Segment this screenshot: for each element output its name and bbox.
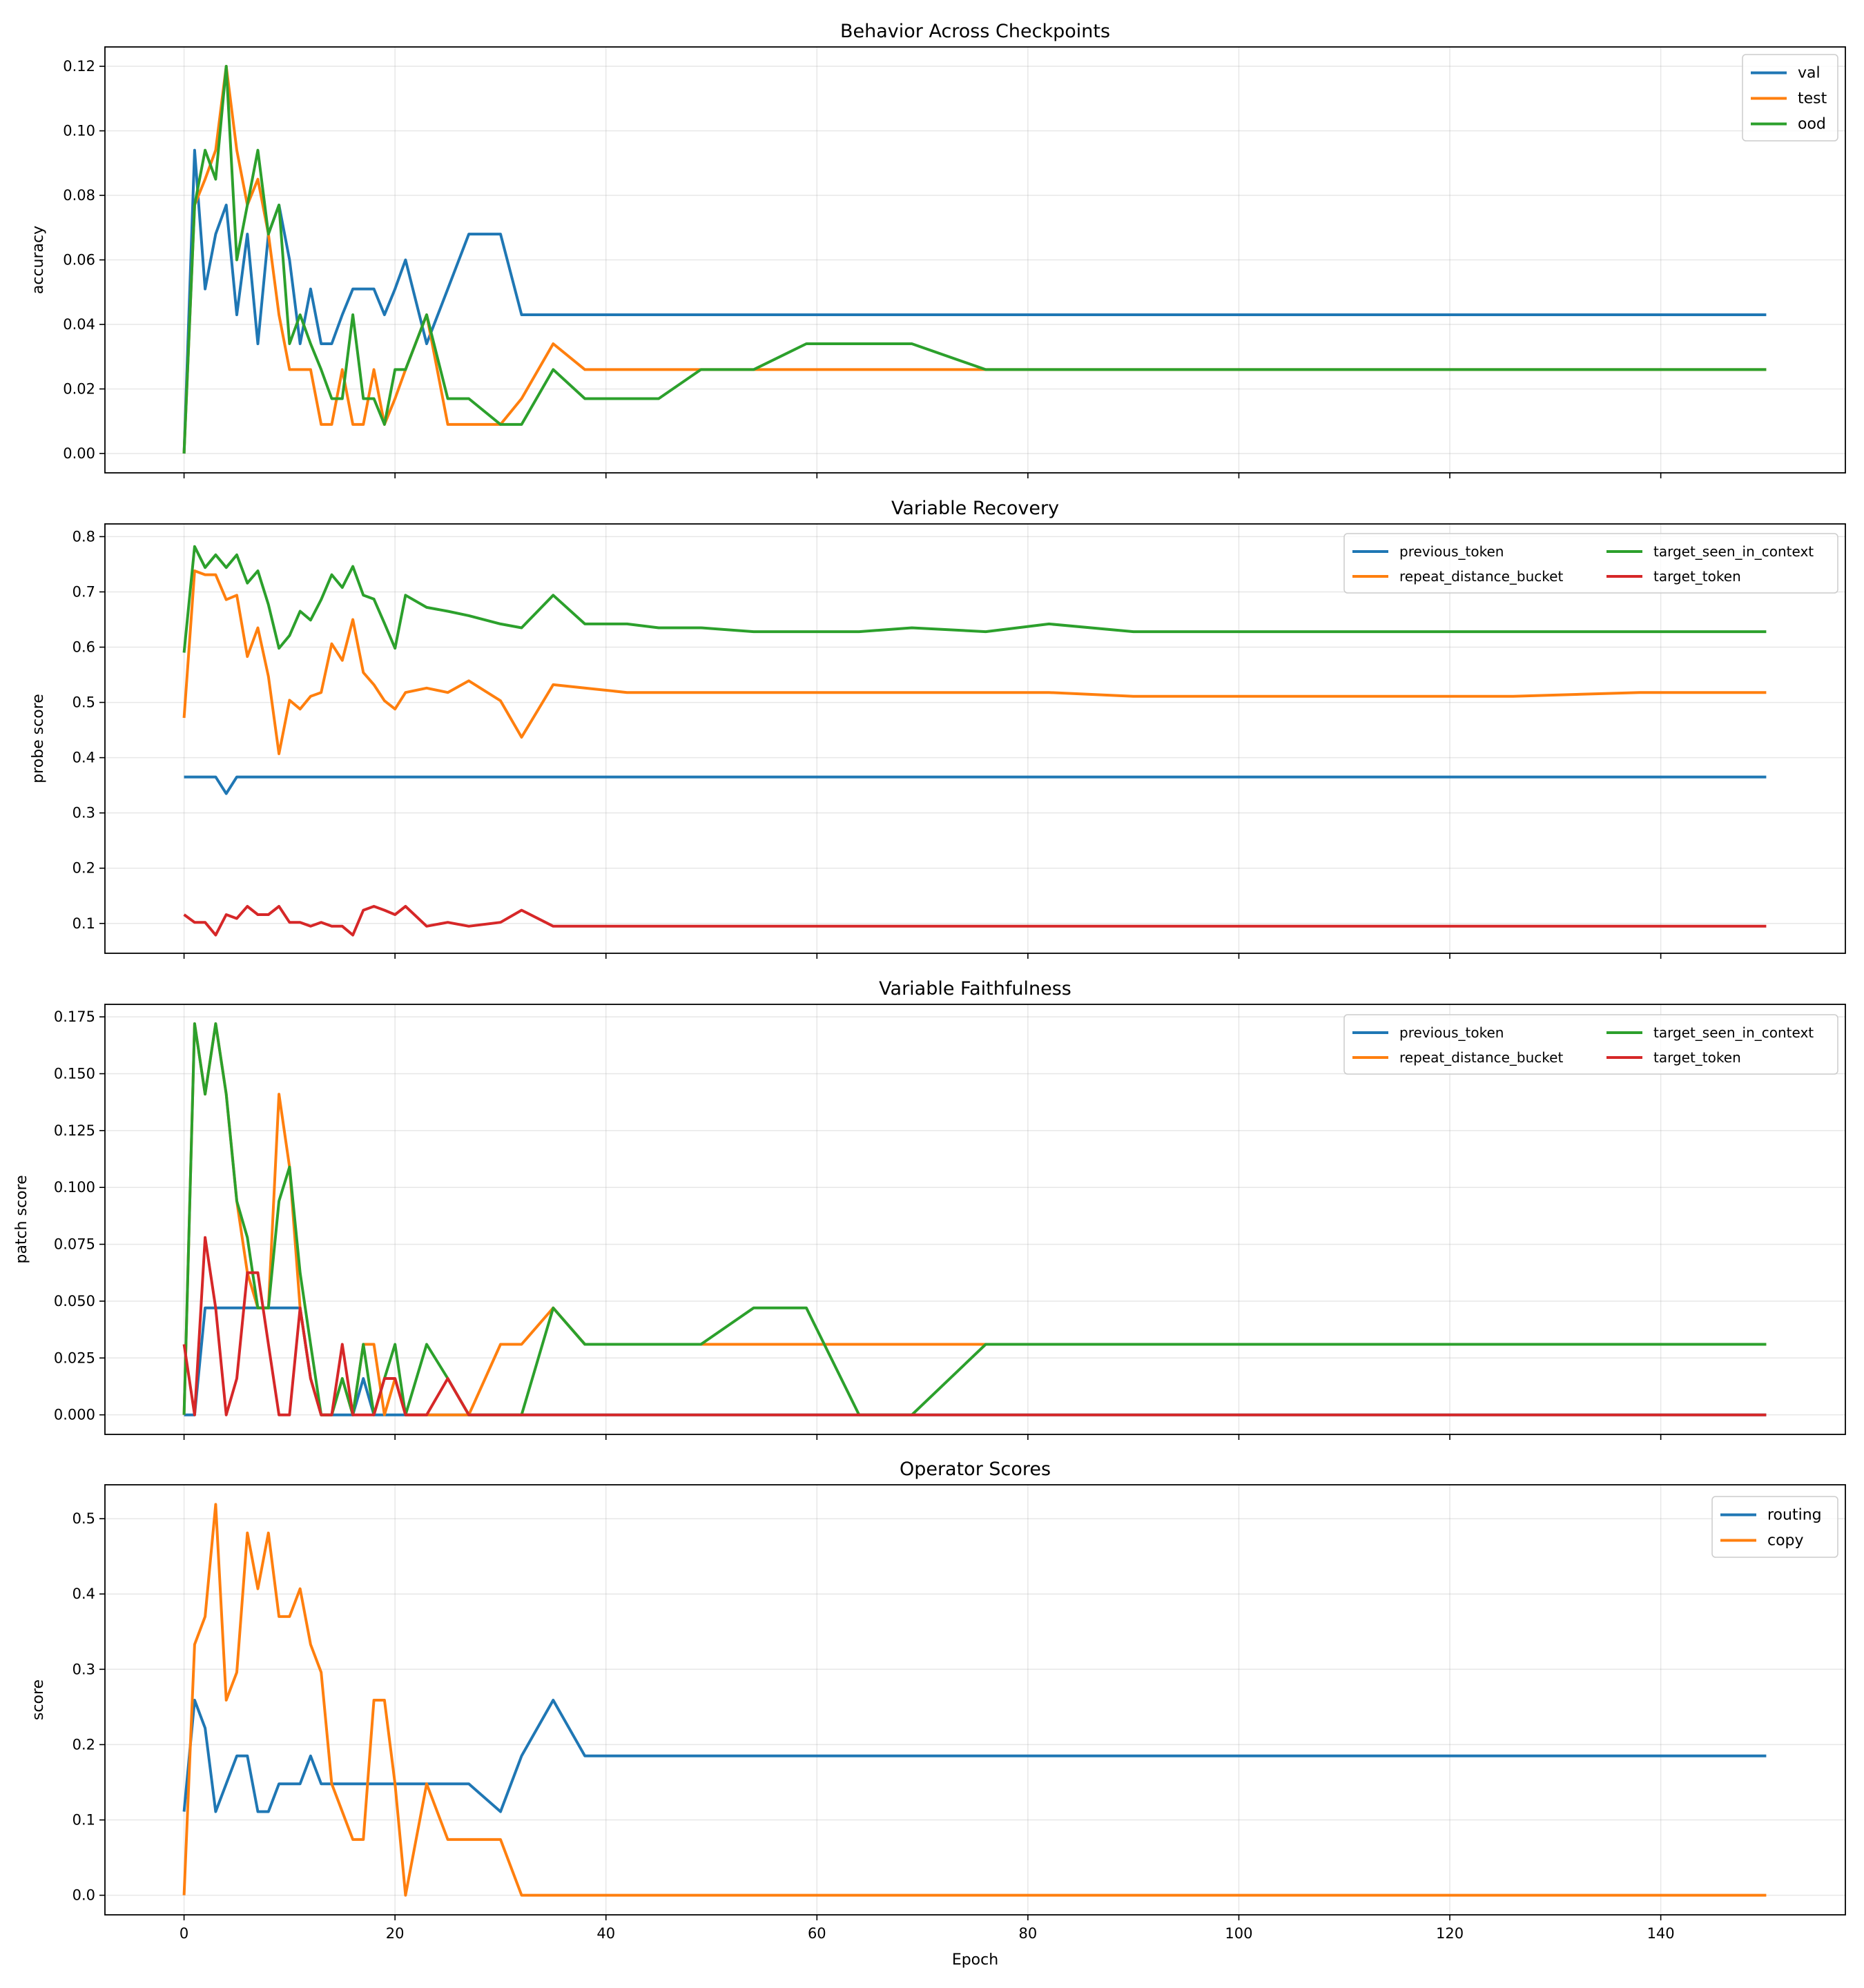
y-tick-label: 0.10: [63, 123, 95, 139]
axes-frame: [104, 523, 1846, 954]
legend-label: target_token: [1653, 1049, 1741, 1066]
y-tick-label: 0.025: [54, 1349, 95, 1366]
legend-label: val: [1798, 65, 1821, 82]
legend-item: target_seen_in_context: [1606, 1024, 1814, 1041]
series-line-target-seen-in-context: [182, 1022, 1767, 1416]
legend-label: previous_token: [1399, 543, 1504, 560]
panel-1: 0.1 0.2 0.3 0.4 0.5 0.6 0.7 0.8 Variable Recover…: [30, 498, 1846, 959]
y-tick-label: 0.1: [72, 1812, 95, 1829]
legend-item: previous_token: [1352, 1024, 1504, 1041]
legend-label: target_seen_in_context: [1653, 543, 1814, 560]
legend-item: ood: [1751, 116, 1826, 133]
series-line-ood: [182, 65, 1767, 454]
axes-frame: [104, 1484, 1846, 1916]
legend-label: target_seen_in_context: [1653, 1024, 1814, 1041]
y-axis-label: accuracy: [30, 226, 47, 294]
axes-frame: [104, 46, 1846, 474]
y-tick-label: 0.1: [72, 915, 95, 932]
panel-2: 0.000 0.025 0.050 0.075 0.100 0.125 0.150 0.175…: [13, 978, 1846, 1440]
x-tick-label: 80: [1019, 1925, 1038, 1942]
y-tick-label: 0.2: [72, 1736, 95, 1753]
axes-frame: [104, 1004, 1846, 1435]
legend-item: target_seen_in_context: [1606, 543, 1814, 560]
y-tick-label: 0.125: [54, 1122, 95, 1139]
y-tick-label: 0.12: [63, 58, 95, 75]
y-tick-label: 0.4: [72, 1586, 95, 1602]
y-axis-label: patch score: [13, 1175, 30, 1263]
y-tick-label: 0.8: [72, 528, 95, 545]
legend: previous_token repeat_distance_bucket targ…: [1343, 1014, 1838, 1075]
y-tick-label: 0.08: [63, 187, 95, 204]
legend-label: routing: [1767, 1507, 1822, 1524]
panel-3: 0 20 40 60 80 100 120 140 0.0 0.1 0.2 0.3 0.4 0.5 Oper…: [30, 1459, 1846, 1969]
y-tick-label: 0.3: [72, 805, 95, 821]
series-line-val: [182, 148, 1767, 454]
legend-box: [1343, 533, 1838, 594]
chart-title: Behavior Across Checkpoints: [840, 21, 1110, 42]
y-axis-label: score: [30, 1679, 47, 1720]
legend-label: test: [1798, 90, 1827, 108]
y-tick-label: 0.100: [54, 1179, 95, 1196]
y-tick-label: 0.075: [54, 1236, 95, 1253]
legend-label: copy: [1767, 1532, 1804, 1550]
y-tick-label: 0.0: [72, 1887, 95, 1904]
legend-item: repeat_distance_bucket: [1352, 1049, 1563, 1066]
y-tick-label: 0.6: [72, 639, 95, 656]
y-tick-label: 0.04: [63, 316, 95, 333]
y-tick-label: 0.150: [54, 1065, 95, 1082]
chart-title: Operator Scores: [900, 1459, 1051, 1480]
y-tick-label: 0.00: [63, 445, 95, 462]
legend-label: previous_token: [1399, 1024, 1504, 1041]
legend-label: repeat_distance_bucket: [1399, 568, 1563, 585]
series-line-target-token: [183, 905, 1767, 937]
chart-title: Variable Faithfulness: [879, 978, 1071, 1000]
legend-item: test: [1751, 90, 1827, 108]
y-tick-label: 0.4: [72, 750, 95, 766]
series-line-target-seen-in-context: [182, 545, 1767, 653]
legend-item: previous_token: [1352, 543, 1504, 560]
y-tick-label: 0.7: [72, 583, 95, 600]
legend-item: routing: [1720, 1507, 1822, 1524]
y-tick-label: 0.175: [54, 1008, 95, 1025]
y-tick-label: 0.000: [54, 1407, 95, 1423]
series-line-repeat-distance-bucket: [182, 569, 1767, 755]
series-line-target-token: [182, 1236, 1767, 1416]
y-tick-label: 0.02: [63, 380, 95, 397]
panel-0: 0.00 0.02 0.04 0.06 0.08 0.10 0.12 Behavior Acr…: [30, 21, 1846, 478]
legend-label: repeat_distance_bucket: [1399, 1049, 1563, 1066]
x-tick-label: 40: [596, 1925, 615, 1942]
y-tick-label: 0.050: [54, 1293, 95, 1309]
series-line-previous-token: [184, 775, 1767, 795]
y-axis-label: probe score: [30, 694, 47, 783]
x-tick-label: 120: [1436, 1925, 1464, 1942]
legend-box: [1343, 1014, 1838, 1075]
y-tick-label: 0.2: [72, 860, 95, 877]
x-tick-label: 60: [808, 1925, 826, 1942]
legend-item: repeat_distance_bucket: [1352, 568, 1563, 585]
series-line-routing: [182, 1699, 1767, 1813]
legend-label: target_token: [1653, 568, 1741, 585]
series-line-copy: [182, 1503, 1767, 1897]
legend-item: target_token: [1606, 1049, 1741, 1066]
legend-item: copy: [1720, 1532, 1804, 1550]
x-tick-label: 20: [386, 1925, 405, 1942]
legend-item: val: [1751, 65, 1821, 82]
y-tick-label: 0.5: [72, 1510, 95, 1527]
x-tick-label: 140: [1647, 1925, 1675, 1942]
legend-box: [1711, 1496, 1838, 1558]
x-tick-label: 100: [1225, 1925, 1252, 1942]
y-tick-label: 0.5: [72, 694, 95, 711]
legend-box: [1742, 54, 1838, 142]
legend-item: target_token: [1606, 568, 1741, 585]
y-tick-label: 0.06: [63, 252, 95, 269]
legend: routing copy: [1711, 1496, 1838, 1558]
x-axis-label: Epoch: [952, 1951, 998, 1969]
legend-label: ood: [1798, 116, 1826, 133]
legend: val test ood: [1742, 54, 1838, 142]
x-tick-label: 0: [179, 1925, 188, 1942]
y-tick-label: 0.3: [72, 1661, 95, 1677]
legend: previous_token repeat_distance_bucket targ…: [1343, 533, 1838, 594]
chart-title: Variable Recovery: [891, 498, 1059, 519]
